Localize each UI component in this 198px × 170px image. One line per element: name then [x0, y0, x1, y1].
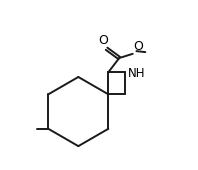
- Text: NH: NH: [128, 67, 146, 80]
- Text: O: O: [99, 34, 109, 47]
- Text: O: O: [134, 40, 143, 53]
